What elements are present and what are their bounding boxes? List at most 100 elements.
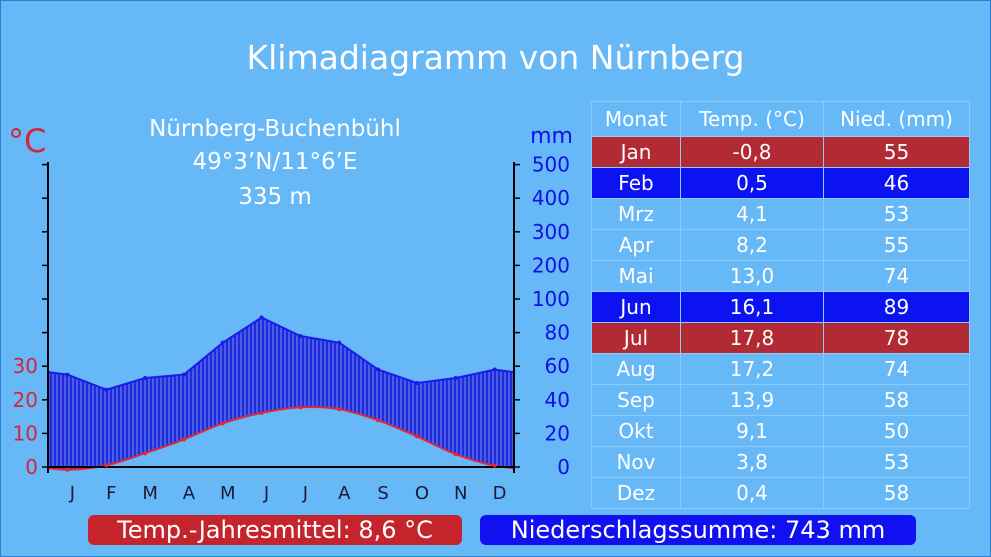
table-row: Jan -0,8 55 xyxy=(591,136,970,168)
temperature-line xyxy=(48,405,514,471)
right-tick-label: 80 xyxy=(545,321,570,345)
cell-prec: 74 xyxy=(823,260,970,292)
table-row: Sep 13,9 58 xyxy=(591,384,970,416)
cell-prec: 58 xyxy=(823,477,970,509)
cell-prec: 46 xyxy=(823,167,970,199)
left-tick-label: 10 xyxy=(13,421,38,445)
cell-prec: 74 xyxy=(823,353,970,385)
cell-temp: 16,1 xyxy=(680,291,824,323)
cell-month: Okt xyxy=(591,415,681,447)
temperature-point xyxy=(259,410,264,415)
temperature-point xyxy=(414,434,419,439)
cell-temp: 8,2 xyxy=(680,229,824,261)
temperature-point xyxy=(492,463,497,468)
table-row: Mai 13,0 74 xyxy=(591,260,970,292)
cell-month: Jul xyxy=(591,322,681,354)
cell-temp: 3,8 xyxy=(680,446,824,478)
cell-month: Sep xyxy=(591,384,681,416)
month-tick-label: F xyxy=(106,483,116,504)
cell-prec: 53 xyxy=(823,446,970,478)
table-row: Dez 0,4 58 xyxy=(591,477,970,509)
precipitation-line xyxy=(47,316,515,391)
month-tick-label: A xyxy=(338,483,351,504)
month-tick-label: M xyxy=(142,483,158,504)
left-axis-unit: °C xyxy=(8,122,46,160)
left-tick-label: 30 xyxy=(13,354,38,378)
cell-month: Apr xyxy=(591,229,681,261)
precipitation-point xyxy=(414,381,419,385)
month-tick-label: J xyxy=(263,483,269,504)
header-prec: Nied. (mm) xyxy=(823,101,970,137)
temperature-point xyxy=(181,437,186,442)
right-tick-label: 300 xyxy=(532,220,570,244)
precipitation-point xyxy=(337,340,342,345)
annual-precipitation-sum: Niederschlagssumme: 743 mm xyxy=(480,515,916,545)
cell-month: Aug xyxy=(591,353,681,385)
cell-temp: 13,0 xyxy=(680,260,824,292)
cell-temp: 13,9 xyxy=(680,384,824,416)
table-row: Apr 8,2 55 xyxy=(591,229,970,261)
precipitation-point xyxy=(259,315,264,320)
cell-prec: 78 xyxy=(823,322,970,354)
precipitation-point xyxy=(220,340,225,345)
cell-prec: 53 xyxy=(823,198,970,230)
month-tick-label: J xyxy=(302,483,308,504)
month-tick-label: N xyxy=(454,483,467,504)
climate-chart: 0 10 20 30 °C 0 20 40 60 80 100 200 300 400 500 mm J F M A M… xyxy=(8,122,573,504)
precipitation-point xyxy=(298,333,303,338)
month-tick-label: M xyxy=(220,483,236,504)
temperature-point xyxy=(298,405,303,410)
left-tick-label: 20 xyxy=(13,388,38,412)
cell-month: Nov xyxy=(591,446,681,478)
precipitation-point xyxy=(65,372,70,377)
table-row: Okt 9,1 50 xyxy=(591,415,970,447)
right-tick-label: 200 xyxy=(532,253,570,277)
right-tick-label: 100 xyxy=(532,287,570,311)
precipitation-point xyxy=(104,387,109,392)
cell-month: Jan xyxy=(591,136,681,168)
right-tick-label: 500 xyxy=(532,153,570,177)
cell-temp: 4,1 xyxy=(680,198,824,230)
table-row: Jul 17,8 78 xyxy=(591,322,970,354)
right-tick-label: 40 xyxy=(545,388,570,412)
station-elevation: 335 m xyxy=(238,184,312,210)
cell-temp: 0,4 xyxy=(680,477,824,509)
precipitation-point xyxy=(181,372,186,377)
cell-prec: 55 xyxy=(823,229,970,261)
table-row: Feb 0,5 46 xyxy=(591,167,970,199)
precipitation-point xyxy=(376,367,381,372)
table-header: Monat Temp. (°C) Nied. (mm) xyxy=(591,101,970,137)
station-name: Nürnberg-Buchenbühl xyxy=(149,116,401,142)
station-coords: 49°3’N/11°6’E xyxy=(192,149,358,175)
right-tick-label: 0 xyxy=(557,455,570,479)
month-tick-label: O xyxy=(415,483,429,504)
table-row: Jun 16,1 89 xyxy=(591,291,970,323)
cell-prec: 89 xyxy=(823,291,970,323)
right-tick-label: 20 xyxy=(545,421,570,445)
table-row: Mrz 4,1 53 xyxy=(591,198,970,230)
month-tick-label: J xyxy=(69,483,75,504)
cell-temp: 17,8 xyxy=(680,322,824,354)
temperature-point xyxy=(220,421,225,426)
right-tick-label: 60 xyxy=(545,354,570,378)
temperature-point xyxy=(104,463,109,468)
temperature-point xyxy=(337,407,342,412)
temperature-point xyxy=(65,467,70,472)
table-row: Aug 17,2 74 xyxy=(591,353,970,385)
cell-temp: 9,1 xyxy=(680,415,824,447)
right-tick-label: 400 xyxy=(532,186,570,210)
annual-mean-temperature: Temp.-Jahresmittel: 8,6 °C xyxy=(88,515,462,545)
chart-title: Klimadiagramm von Nürnberg xyxy=(246,38,745,77)
header-month: Monat xyxy=(591,101,681,137)
cell-month: Dez xyxy=(591,477,681,509)
month-tick-label: A xyxy=(183,483,196,504)
cell-prec: 55 xyxy=(823,136,970,168)
table-row: Nov 3,8 53 xyxy=(591,446,970,478)
cell-prec: 50 xyxy=(823,415,970,447)
temperature-point xyxy=(376,418,381,423)
precipitation-point xyxy=(453,375,458,380)
right-axis-unit: mm xyxy=(530,124,573,149)
cell-prec: 58 xyxy=(823,384,970,416)
precipitation-point xyxy=(143,375,148,380)
cell-temp: 0,5 xyxy=(680,167,824,199)
